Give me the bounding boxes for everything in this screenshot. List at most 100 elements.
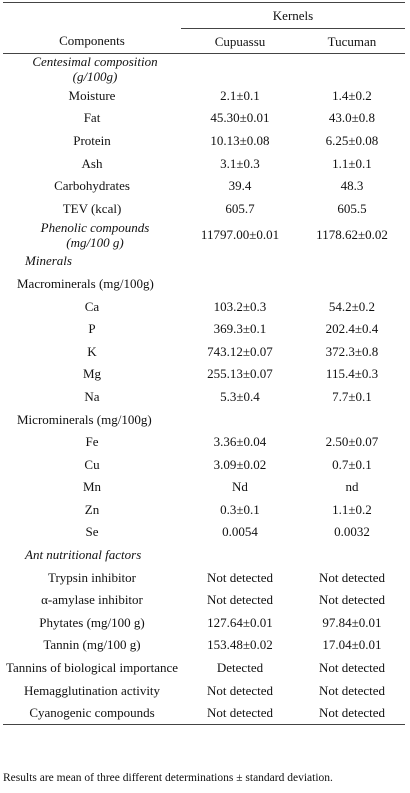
table-row: Centesimal composition (g/100g)	[3, 54, 405, 85]
table-row: Moisture 2.1±0.1 1.4±0.2	[3, 84, 405, 107]
empty-cell	[181, 250, 299, 273]
value-cell: 369.3±0.1	[213, 321, 267, 337]
value-cell: 7.7±0.1	[332, 388, 372, 404]
row-label: Fat	[83, 110, 101, 126]
value-cell: Not detected	[181, 701, 299, 726]
row-label: Ash	[81, 155, 103, 171]
table-row: Tannins of biological importance Detected…	[3, 656, 405, 679]
value-cell: 97.84±0.01	[322, 614, 382, 630]
table-row: Cyanogenic compounds Not detected Not dete…	[3, 701, 405, 726]
row-label: Moisture	[68, 87, 116, 103]
value-cell: Not detected	[206, 592, 274, 608]
empty-cell	[299, 54, 405, 85]
table-row: Minerals	[3, 250, 405, 273]
value-cell: Not detected	[299, 701, 405, 726]
row-label: Na	[84, 388, 100, 404]
table-row: Fat 45.30±0.01 43.0±0.8	[3, 107, 405, 130]
table-row: Phenolic compounds (mg/100 g) 11797.00±0.…	[3, 220, 405, 250]
table-row: K 743.12±0.07 372.3±0.8	[3, 340, 405, 363]
value-cell: 1178.62±0.02	[316, 227, 388, 243]
empty-cell	[181, 272, 299, 295]
empty-cell	[181, 543, 299, 566]
table-row: Se 0.0054 0.0032	[3, 521, 405, 544]
table-row: Zn 0.3±0.1 1.1±0.2	[3, 498, 405, 521]
section-label: Phenolic compounds (mg/100 g)	[40, 219, 150, 250]
table-row: Carbohydrates 39.4 48.3	[3, 174, 405, 197]
value-cell: 743.12±0.07	[207, 343, 273, 359]
table: Kernels Components Cupuassu Tucuman Centesim…	[3, 2, 405, 726]
value-cell: 3.1±0.3	[220, 155, 260, 171]
row-label: Trypsin inhibitor	[47, 569, 136, 585]
header-row: Kernels	[3, 2, 405, 29]
row-label: Zn	[84, 501, 100, 517]
row-label: Protein	[73, 132, 111, 148]
table-row: Cu 3.09±0.02 0.7±0.1	[3, 453, 405, 476]
value-cell: 0.0054	[222, 524, 258, 540]
value-cell: 5.3±0.4	[220, 388, 260, 404]
table-row: Hemagglutination activity Not detected Not…	[3, 679, 405, 702]
value-cell: 0.7±0.1	[332, 456, 372, 472]
table-row: Macrominerals (mg/100g)	[3, 272, 405, 295]
table-wrap: Kernels Components Cupuassu Tucuman Centesim…	[3, 2, 405, 726]
table-row: Ash 3.1±0.3 1.1±0.1	[3, 152, 405, 175]
value-cell: 48.3	[340, 178, 364, 194]
value-cell: 153.48±0.02	[207, 637, 273, 653]
table-row: Mn Nd nd	[3, 476, 405, 499]
section-label: Ant nutritional factors	[25, 547, 142, 563]
value-cell: 3.36±0.04	[213, 434, 267, 450]
row-label: Fe	[85, 434, 99, 450]
value-cell: 3.09±0.02	[213, 456, 267, 472]
row-label: Carbohydrates	[54, 178, 130, 194]
header-cell	[3, 2, 181, 29]
section-cell: Minerals	[3, 250, 181, 273]
empty-cell	[299, 408, 405, 431]
value-cell: 0.0032	[334, 524, 370, 540]
table-row: Fe 3.36±0.04 2.50±0.07	[3, 430, 405, 453]
row-label: Cu	[84, 456, 100, 472]
table-row: α-amylase inhibitor Not detected Not detec…	[3, 588, 405, 611]
row-label: Phytates (mg/100 g)	[39, 614, 145, 630]
value-cell: 39.4	[228, 178, 252, 194]
section-label: Minerals	[25, 253, 72, 269]
table-body: Kernels Components Cupuassu Tucuman Centesim…	[3, 2, 405, 726]
table-row: Mg 255.13±0.07 115.4±0.3	[3, 363, 405, 386]
value-cell: 43.0±0.8	[328, 110, 376, 126]
row-label: Mn	[82, 479, 102, 495]
group-label: Macrominerals (mg/100g)	[17, 275, 154, 291]
value-cell: 0.3±0.1	[220, 501, 260, 517]
value-cell: Not detected	[318, 660, 386, 676]
value-cell: 2.50±0.07	[325, 434, 379, 450]
value-cell: nd	[345, 479, 359, 495]
row-label: Tannin (mg/100 g)	[43, 637, 141, 653]
footnote: Results are mean of three different dete…	[3, 772, 333, 784]
row-label: Se	[85, 524, 99, 540]
value-cell: 1.4±0.2	[332, 87, 372, 103]
value-cell: Not detected	[206, 682, 274, 698]
empty-cell	[181, 408, 299, 431]
table-row: Na 5.3±0.4 7.7±0.1	[3, 385, 405, 408]
table-row: Ca 103.2±0.3 54.2±0.2	[3, 295, 405, 318]
table-row: P 369.3±0.1 202.4±0.4	[3, 317, 405, 340]
value-cell: Nd	[232, 479, 248, 495]
row-label: K	[87, 343, 97, 359]
value-cell: 605.5	[337, 200, 367, 216]
table-row: Trypsin inhibitor Not detected Not detecte…	[3, 566, 405, 589]
table-row: Phytates (mg/100 g) 127.64±0.01 97.84±0.01	[3, 611, 405, 634]
empty-cell	[299, 543, 405, 566]
value-cell: Not detected	[318, 682, 386, 698]
row-label: α-amylase inhibitor	[41, 592, 143, 608]
row-label: Mg	[82, 366, 102, 382]
section-cell: Phenolic compounds (mg/100 g)	[3, 220, 181, 250]
table-row: Ant nutritional factors	[3, 543, 405, 566]
empty-cell	[299, 250, 405, 273]
value-cell: Detected	[216, 660, 264, 676]
table-row: Protein 10.13±0.08 6.25±0.08	[3, 129, 405, 152]
value-cell: 1.1±0.2	[332, 501, 372, 517]
table-row: Tannin (mg/100 g) 153.48±0.02 17.04±0.01	[3, 634, 405, 657]
section-cell: Ant nutritional factors	[3, 543, 181, 566]
row-label: Tannins of biological importance	[5, 660, 178, 676]
value-cell: 605.7	[225, 200, 255, 216]
value-cell: 54.2±0.2	[328, 298, 376, 314]
value-cell: 45.30±0.01	[210, 110, 270, 126]
